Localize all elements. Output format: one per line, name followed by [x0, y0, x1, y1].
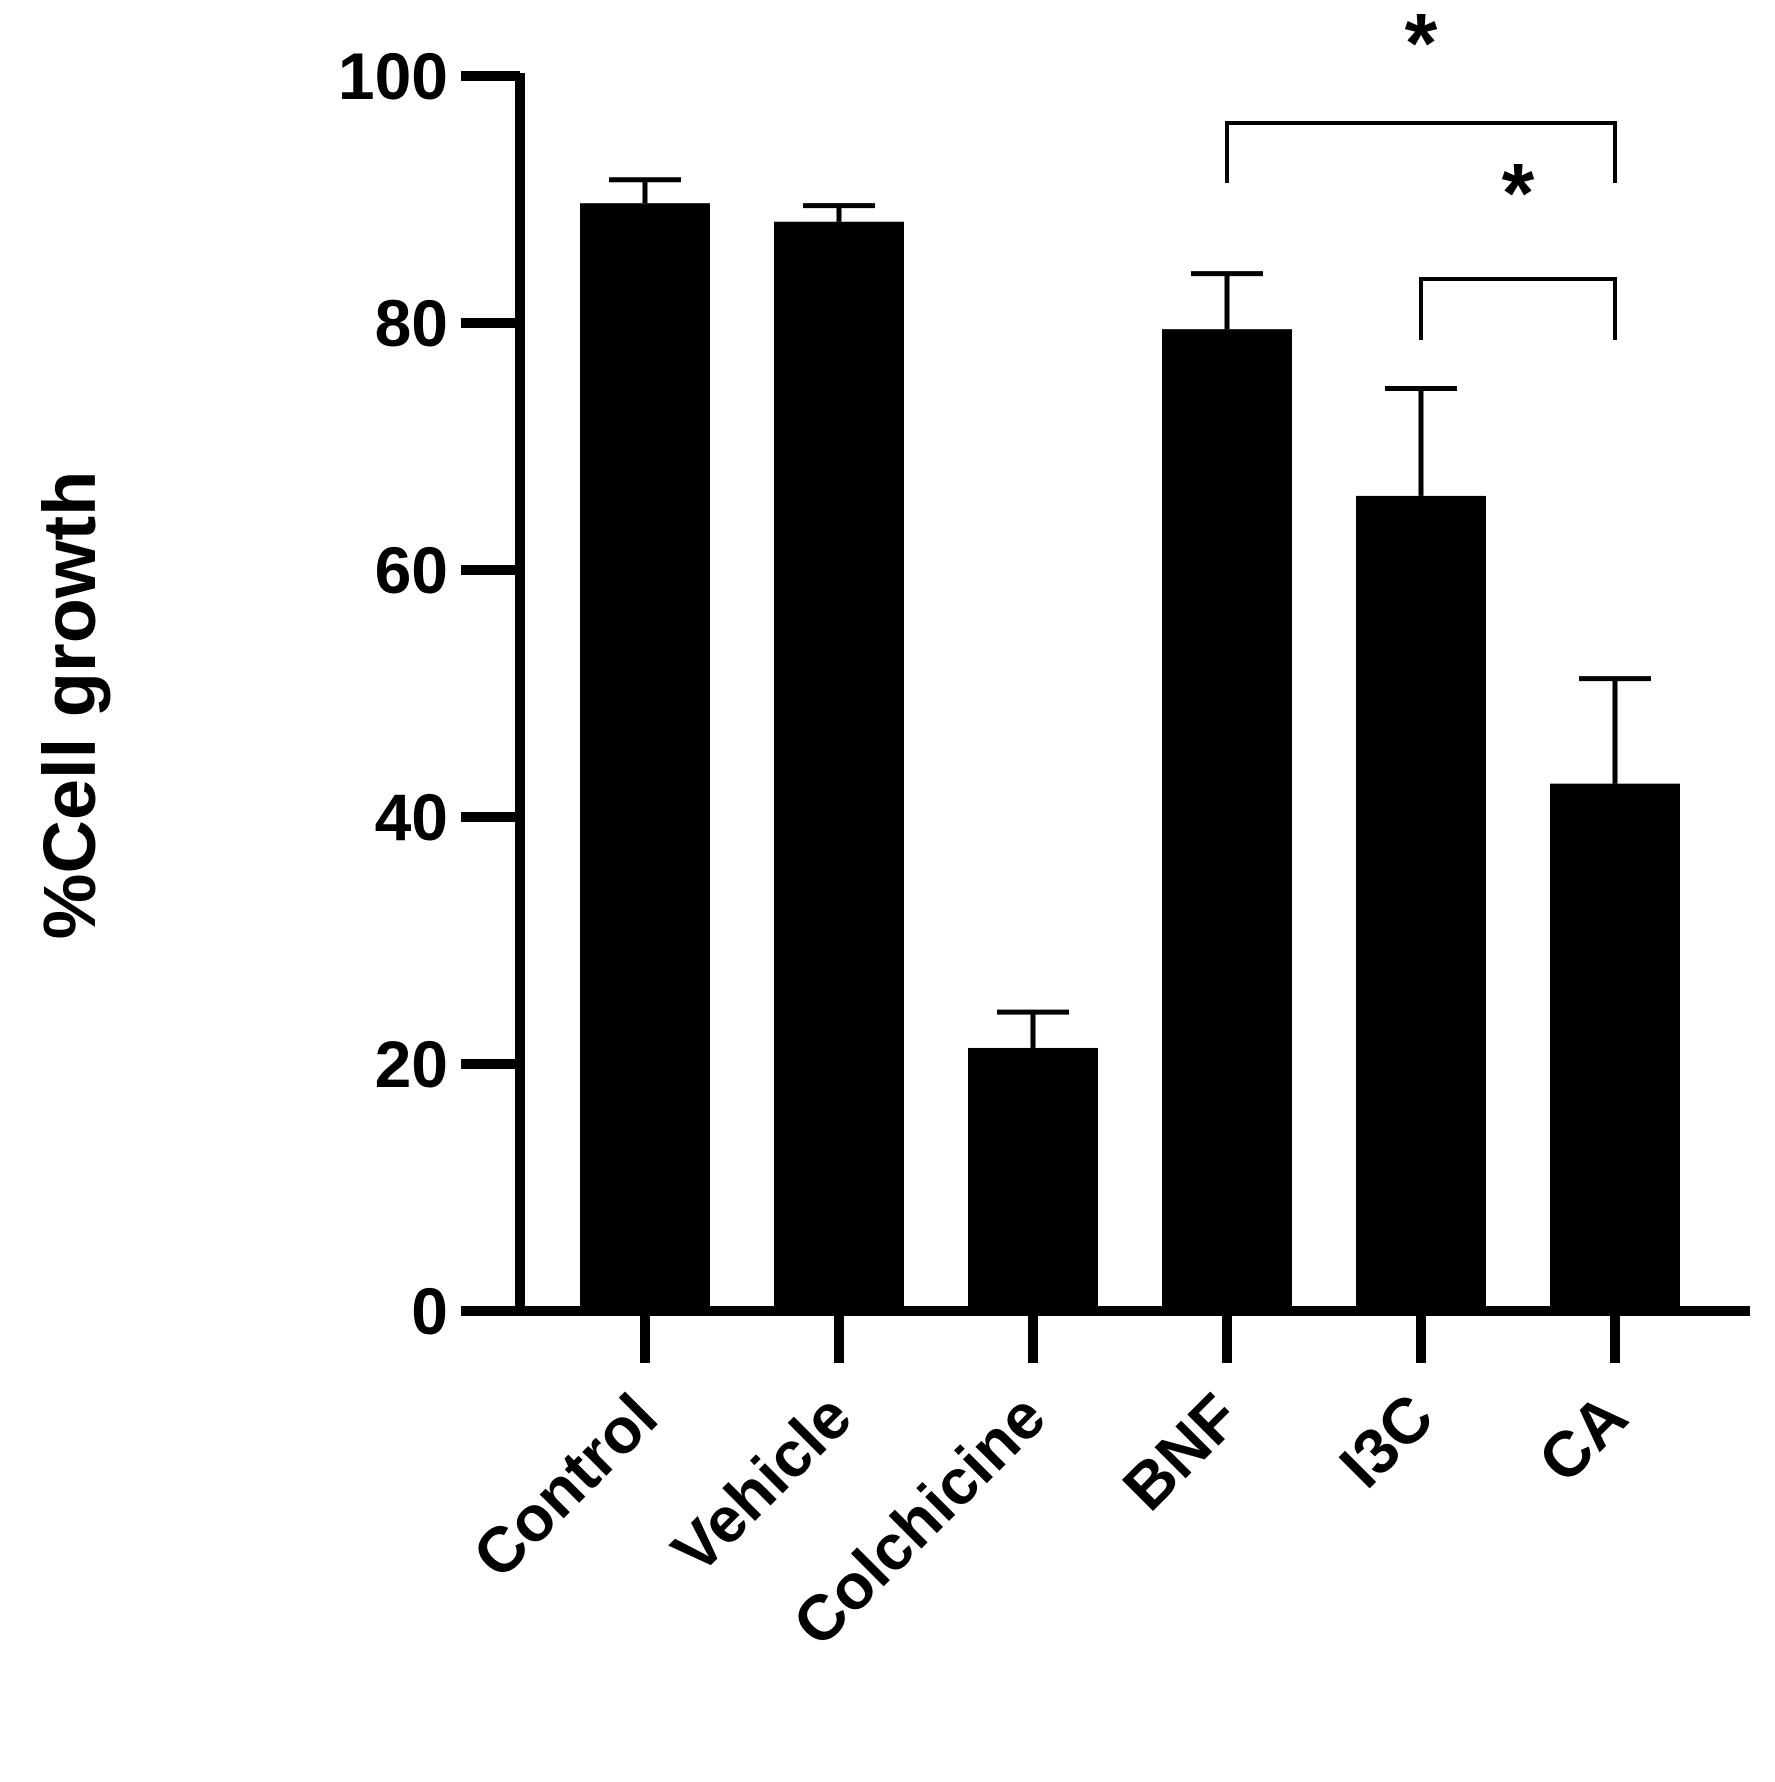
bar-vehicle — [774, 221, 904, 1312]
x-tick-label-control: Control — [459, 1380, 671, 1592]
significance-annotations: ** — [1225, 0, 1617, 340]
y-tick-label-20: 20 — [375, 1027, 448, 1101]
bar-ca — [1550, 783, 1680, 1311]
y-tick-label-80: 80 — [375, 286, 448, 360]
y-tick-label-100: 100 — [338, 39, 448, 113]
y-tick-label-0: 0 — [411, 1274, 448, 1348]
y-tick-label-60: 60 — [375, 533, 448, 607]
significance-star: * — [1405, 0, 1438, 90]
y-axis-label: %Cell growth — [28, 471, 111, 940]
x-tick-label-i3c: I3C — [1326, 1380, 1447, 1501]
bars-group — [580, 203, 1680, 1312]
x-tick-label-ca: CA — [1525, 1380, 1641, 1496]
bar-colchicine — [968, 1047, 1098, 1311]
x-tick-label-bnf: BNF — [1109, 1380, 1253, 1524]
bar-i3c — [1356, 495, 1486, 1311]
significance-bracket-bnf-ca — [1225, 121, 1617, 183]
significance-star: * — [1502, 146, 1535, 240]
y-tick-label-40: 40 — [375, 780, 448, 854]
significance-bracket-i3c-ca — [1419, 277, 1617, 340]
bar-bnf — [1162, 329, 1292, 1311]
error-bars-group — [609, 177, 1651, 1048]
bar-control — [580, 203, 710, 1312]
